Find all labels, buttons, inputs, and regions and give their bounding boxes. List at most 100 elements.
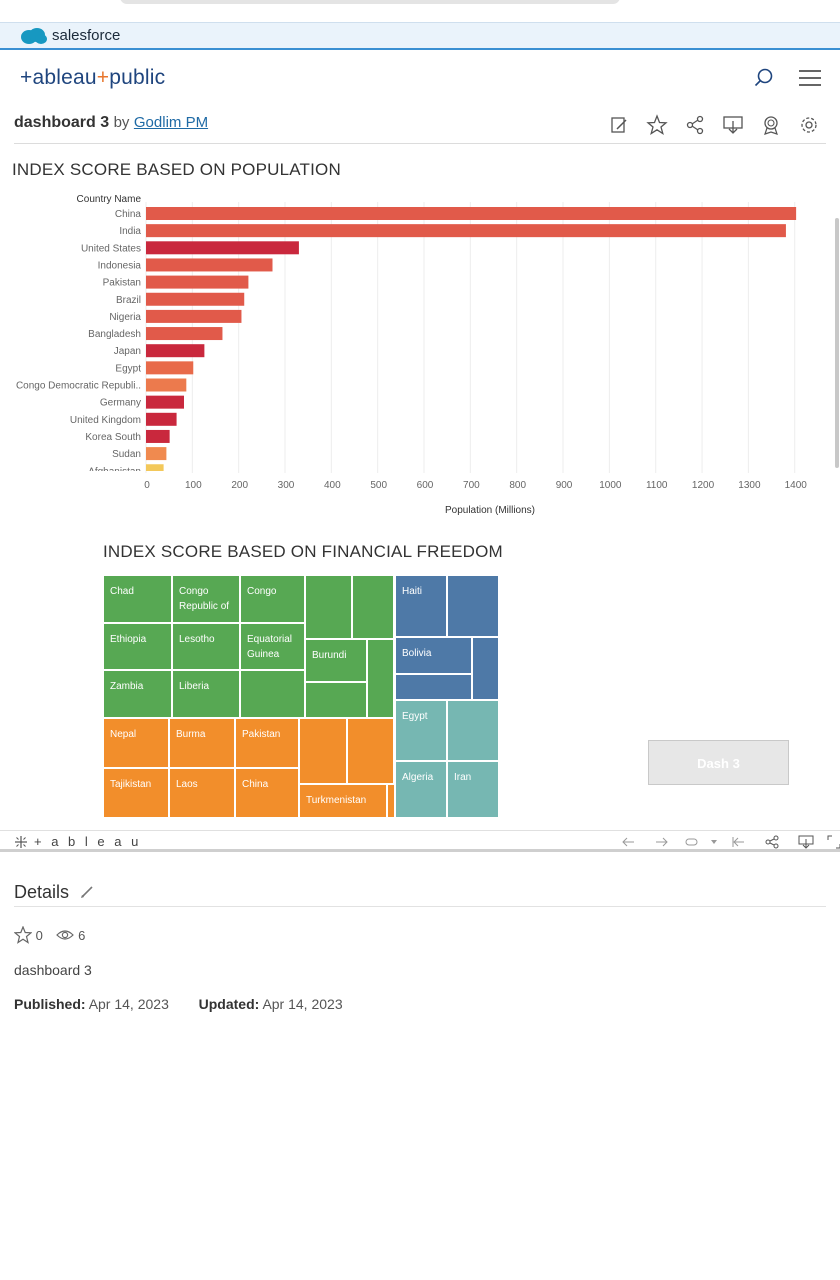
treemap-cell-green[interactable] (305, 575, 352, 639)
treemap-cell-blue[interactable] (447, 575, 499, 637)
share-icon[interactable] (684, 114, 706, 136)
treemap-cell-equatorial-guinea[interactable]: Equatorial Guinea (240, 623, 305, 670)
salesforce-cloud-icon (21, 28, 47, 44)
treemap-cell-turkmenistan[interactable]: Turkmenistan (299, 784, 387, 818)
population-bar-chart[interactable]: 0 100 200 300 400 500 600 700 800 900 1000 1100 1200… (0, 186, 840, 526)
revert-icon[interactable] (684, 834, 700, 850)
bar[interactable] (146, 207, 797, 220)
cell-label: Bolivia (402, 648, 432, 659)
cell-label: Burundi (312, 650, 347, 661)
download-icon[interactable] (798, 834, 814, 850)
x-tick-label: 500 (370, 480, 387, 491)
salesforce-wordmark[interactable]: salesforce (52, 27, 121, 44)
tableau-public-logo[interactable]: +ableau+public (20, 66, 165, 90)
treemap-cell-egypt[interactable]: Egypt (395, 700, 447, 761)
treemap-cell-algeria[interactable]: Algeria (395, 761, 447, 818)
treemap-cell-green[interactable] (305, 682, 367, 718)
bar[interactable] (146, 344, 205, 358)
share-icon[interactable] (764, 834, 780, 850)
bar[interactable] (146, 464, 164, 477)
treemap-cell-blue[interactable] (395, 674, 472, 700)
treemap-cell-orange[interactable] (387, 784, 395, 818)
bar[interactable] (146, 447, 167, 461)
menu-icon[interactable] (798, 66, 822, 90)
treemap-cell-laos[interactable]: Laos (169, 768, 235, 818)
treemap-cell-lesotho[interactable]: Lesotho (172, 623, 240, 670)
treemap-cell-iran[interactable]: Iran (447, 761, 499, 818)
undo-icon[interactable] (620, 834, 636, 850)
badge-icon[interactable] (760, 114, 782, 136)
cell-label: Tajikistan (110, 779, 152, 790)
treemap-cell-bolivia[interactable]: Bolivia (395, 637, 472, 674)
x-tick-label: 400 (324, 480, 341, 491)
treemap-cell-burma[interactable]: Burma (169, 718, 235, 768)
published-date: Apr 14, 2023 (88, 996, 169, 1012)
y-axis-header: Country Name (77, 194, 142, 205)
bar[interactable] (146, 395, 184, 409)
search-icon[interactable] (752, 66, 776, 90)
treemap-cell-teal[interactable] (447, 700, 499, 761)
favorite-star-icon[interactable] (14, 926, 32, 944)
bar[interactable] (146, 292, 245, 306)
workbook-toolbar (608, 114, 820, 136)
pencil-icon[interactable] (80, 885, 94, 899)
bar[interactable] (146, 378, 187, 392)
x-tick-label: 100 (185, 480, 202, 491)
treemap-cell-blue[interactable] (472, 637, 499, 700)
redo-icon[interactable] (654, 834, 670, 850)
tableau-wordmark[interactable]: + a b l e a u (34, 834, 142, 849)
bar[interactable] (146, 412, 177, 426)
treemap-cell-green[interactable] (240, 670, 305, 718)
y-tick-label: Egypt (115, 363, 141, 374)
workbook-description: dashboard 3 (14, 962, 92, 978)
bar[interactable] (146, 429, 170, 443)
bar[interactable] (146, 258, 273, 272)
treemap-cell-zambia[interactable]: Zambia (103, 670, 172, 718)
treemap-cell-orange[interactable] (347, 718, 394, 784)
tableau-viz-footer: + a b l e a u (0, 830, 840, 852)
x-tick-label: 1200 (692, 480, 715, 491)
y-tick-label: Japan (114, 346, 141, 357)
salesforce-bar: salesforce (0, 22, 840, 50)
y-tick-label: Congo Democratic Republi.. (16, 381, 141, 392)
treemap-cell-tajikistan[interactable]: Tajikistan (103, 768, 169, 818)
download-icon[interactable] (722, 114, 744, 136)
chevron-down-icon[interactable] (706, 834, 722, 850)
bar[interactable] (146, 309, 242, 323)
treemap-cell-green[interactable] (352, 575, 394, 639)
cell-label: Nepal (110, 729, 137, 740)
treemap-cell-nepal[interactable]: Nepal (103, 718, 169, 768)
bar[interactable] (146, 275, 249, 289)
settings-icon[interactable] (798, 114, 820, 136)
treemap-cell-haiti[interactable]: Haiti (395, 575, 447, 637)
treemap-cell-orange[interactable] (299, 718, 347, 784)
views-eye-icon (56, 930, 75, 940)
treemap-cell-pakistan[interactable]: Pakistan (235, 718, 299, 768)
treemap-cell-congo[interactable]: Congo (240, 575, 305, 623)
author-link[interactable]: Godlim PM (133, 114, 209, 131)
bar[interactable] (146, 361, 194, 375)
bar[interactable] (146, 241, 299, 255)
treemap-cell-ethiopia[interactable]: Ethiopia (103, 623, 172, 670)
y-tick-label: United States (81, 243, 141, 254)
treemap-cell-liberia[interactable]: Liberia (172, 670, 240, 718)
financial-freedom-treemap[interactable]: Chad Congo Republic of Congo Ethiopia Le… (103, 575, 499, 818)
fullscreen-icon[interactable] (826, 834, 840, 850)
chart-scrollbar[interactable] (835, 218, 839, 468)
cell-label: Ethiopia (110, 634, 147, 645)
treemap-cell-congo-republic[interactable]: Congo Republic of (172, 575, 240, 623)
dash-3-button[interactable]: Dash 3 (648, 740, 789, 785)
first-page-icon[interactable] (730, 834, 746, 850)
tableau-mark-icon (15, 836, 27, 848)
edit-icon[interactable] (608, 114, 630, 136)
treemap-cell-chad[interactable]: Chad (103, 575, 172, 623)
x-tick-label: 1300 (738, 480, 761, 491)
treemap-cell-green[interactable] (367, 639, 394, 718)
bar[interactable] (146, 224, 786, 238)
star-icon[interactable] (646, 114, 668, 136)
favorites-count: 0 (35, 928, 43, 943)
treemap-cell-china[interactable]: China (235, 768, 299, 818)
bar[interactable] (146, 327, 223, 341)
treemap-cell-burundi[interactable]: Burundi (305, 639, 367, 682)
cell-label: Liberia (179, 681, 210, 692)
